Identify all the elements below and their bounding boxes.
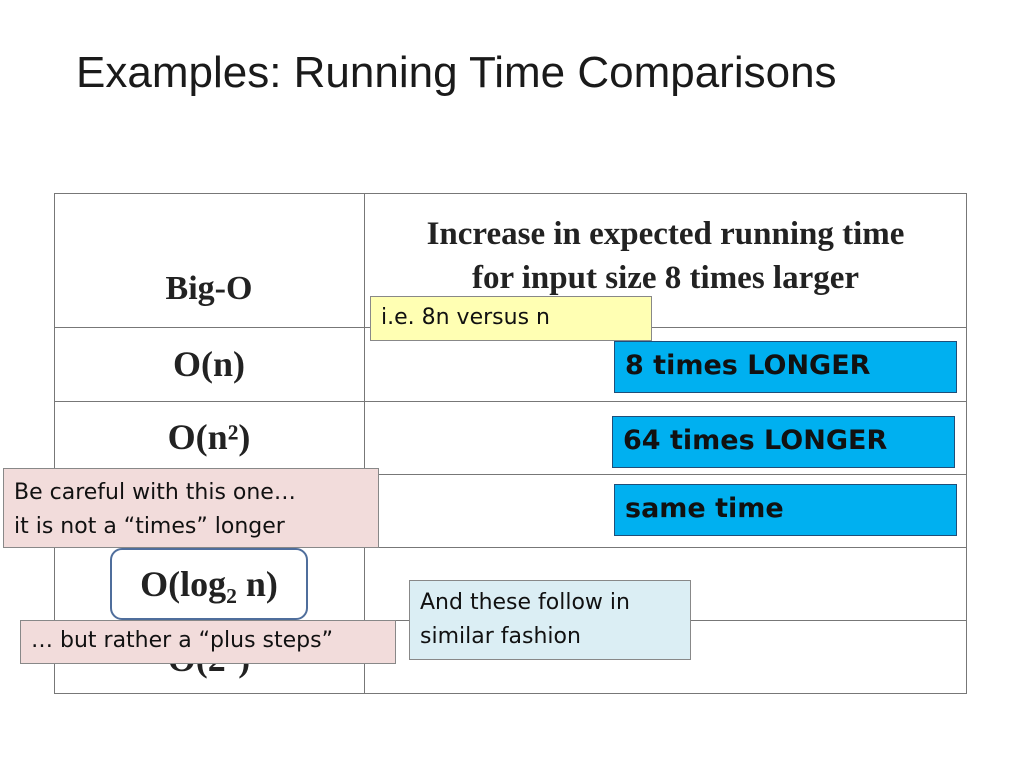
row-label: O(log₂ n) — [140, 564, 278, 604]
header-line: for input size 8 times larger — [471, 260, 860, 296]
callout-line: similar fashion — [420, 624, 581, 649]
slide-title: Examples: Running Time Comparisons — [76, 48, 837, 97]
callout: And these follow in similar fashion — [409, 580, 691, 660]
table — [54, 193, 967, 694]
row-label: O(n²) — [167, 417, 251, 457]
header-line: Increase in expected running time — [426, 216, 905, 252]
highlight-box — [110, 548, 308, 620]
callout-line: Be careful with this one… — [14, 480, 296, 505]
callout: 8 times LONGER — [614, 341, 957, 393]
callout: Be careful with this one… it is not a “t… — [3, 468, 379, 548]
callout: i.e. 8n versus n — [370, 296, 652, 341]
callout: … but rather a “plus steps” — [20, 620, 396, 664]
callout-line: it is not a “times” longer — [14, 514, 285, 539]
header-cell: Big-O — [165, 270, 253, 307]
row-divider — [54, 547, 967, 548]
callout: 64 times LONGER — [612, 416, 955, 468]
row-label: O(n) — [173, 344, 245, 384]
header-cell: Increase in expected running time for in… — [364, 212, 967, 300]
column-divider — [364, 193, 365, 694]
callout: same time — [614, 484, 957, 536]
row-divider — [54, 401, 967, 402]
callout-line: And these follow in — [420, 590, 630, 615]
row-divider — [54, 474, 967, 475]
